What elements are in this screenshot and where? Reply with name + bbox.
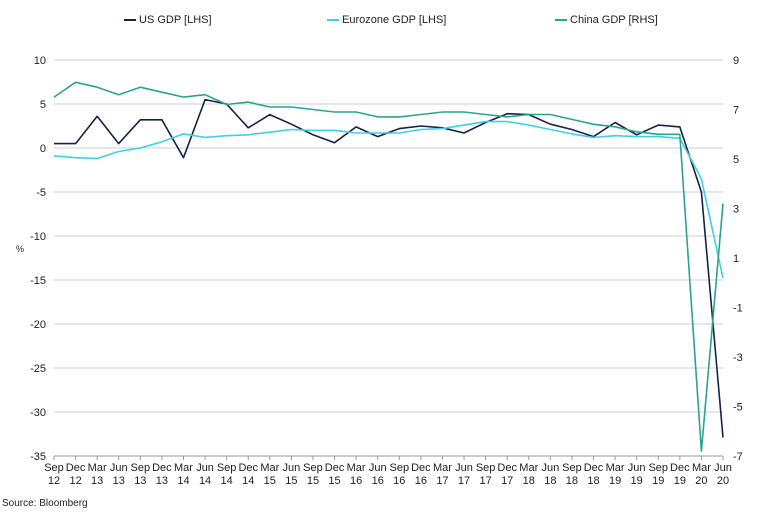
x-tick-label: Jun 20 [714, 462, 732, 487]
x-tick-label: Mar 15 [260, 462, 279, 487]
x-tick-label: Mar 20 [692, 462, 711, 487]
series-lines [53, 81, 724, 452]
x-tick-label: Jun 14 [196, 462, 214, 487]
x-tick-label: Sep 12 [44, 462, 64, 487]
x-tick-label: Dec 15 [325, 462, 345, 487]
x-tick-label: Jun 17 [455, 462, 473, 487]
x-tick-label: Sep 16 [390, 462, 410, 487]
y-tick-label-left: -5 [36, 187, 46, 199]
y-tick-label-right: -5 [733, 402, 743, 414]
legend-label-us-gdp: US GDP [LHS] [139, 14, 212, 26]
axes [53, 455, 724, 460]
legend-label-eurozone-gdp: Eurozone GDP [LHS] [342, 14, 447, 26]
y-tick-label-left: -35 [30, 451, 46, 463]
y-tick-label-left: -10 [30, 231, 46, 243]
legend-item-us-gdp: US GDP [LHS] [124, 14, 212, 26]
y-tick-label-left: 0 [40, 143, 46, 155]
legend-item-eurozone-gdp: Eurozone GDP [LHS] [327, 14, 446, 26]
y-axis-label: % [16, 244, 24, 254]
x-tick-label: Dec 19 [670, 462, 690, 487]
y-tick-label-left: -25 [30, 363, 46, 375]
x-tick-label: Dec 18 [584, 462, 604, 487]
y-tick-label-left: -20 [30, 319, 46, 331]
y-tick-label-right: 3 [733, 204, 739, 216]
chart-legend: US GDP [LHS] Eurozone GDP [LHS] China GD… [0, 14, 770, 34]
series-line-eurozone-gdp [53, 120, 724, 279]
x-tick-label: Sep 14 [217, 462, 237, 487]
x-tick-label: Jun 13 [110, 462, 128, 487]
x-tick-label: Dec 12 [66, 462, 86, 487]
x-tick-label: Dec 16 [411, 462, 431, 487]
x-tick-label: Mar 13 [88, 462, 107, 487]
legend-label-china-gdp: China GDP [RHS] [570, 14, 658, 26]
x-tick-label: Sep 17 [476, 462, 496, 487]
y-tick-label-right: 7 [733, 105, 739, 117]
y-tick-label-left: 5 [40, 99, 46, 111]
x-tick-label: Mar 14 [174, 462, 193, 487]
source-note: Source: Bloomberg [2, 498, 88, 509]
x-tick-label: Dec 13 [152, 462, 172, 487]
x-tick-label: Sep 18 [562, 462, 582, 487]
x-tick-label: Sep 13 [131, 462, 151, 487]
legend-item-china-gdp: China GDP [RHS] [555, 14, 658, 26]
x-tick-label: Jun 15 [283, 462, 301, 487]
x-tick-label: Sep 19 [648, 462, 668, 487]
x-tick-label: Sep 15 [303, 462, 323, 487]
x-tick-label: Dec 14 [238, 462, 258, 487]
x-tick-label: Jun 19 [628, 462, 646, 487]
y-tick-label-left: -30 [30, 407, 46, 419]
legend-swatch-china-gdp [555, 19, 567, 21]
legend-swatch-eurozone-gdp [327, 19, 339, 21]
y-tick-label-left: -15 [30, 275, 46, 287]
y-tick-label-right: -1 [733, 303, 743, 315]
x-tick-label: Dec 17 [497, 462, 517, 487]
x-tick-label: Mar 16 [347, 462, 366, 487]
x-tick-label: Mar 19 [606, 462, 625, 487]
x-tick-label: Mar 18 [519, 462, 538, 487]
x-tick-label: Jun 18 [541, 462, 559, 487]
gridlines [54, 59, 723, 413]
tick-labels: 10 5 0 -5 -10 -15 -20 -25 -30 -35 9 7 5 3 1 -1 -3 -5 -7 Sep… [30, 55, 743, 487]
x-tick-label: Jun 16 [369, 462, 387, 487]
y-tick-label-left: 10 [34, 55, 46, 67]
x-tick-label: Mar 17 [433, 462, 452, 487]
series-line-us-gdp [54, 98, 724, 438]
y-tick-label-right: 9 [733, 55, 739, 67]
legend-swatch-us-gdp [124, 19, 136, 21]
y-tick-label-right: -3 [733, 352, 743, 364]
y-tick-label-right: 5 [733, 154, 739, 166]
y-tick-label-right: 1 [733, 253, 739, 265]
y-tick-label-right: -7 [733, 451, 743, 463]
series-line-china-gdp [53, 81, 724, 452]
